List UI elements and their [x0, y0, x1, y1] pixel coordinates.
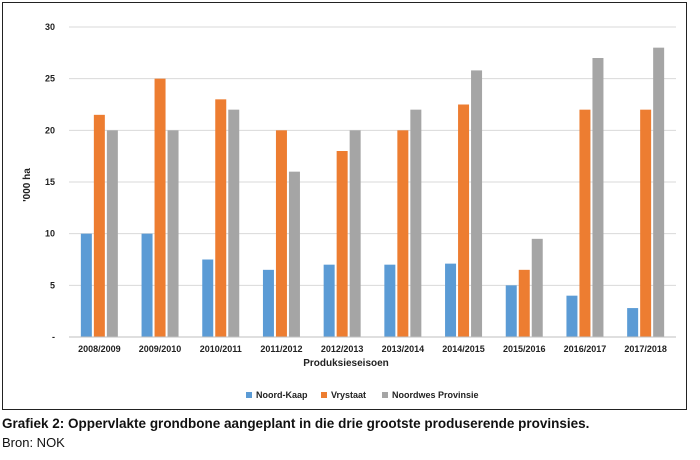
bar — [167, 130, 179, 337]
bar — [397, 130, 409, 337]
figure-caption: Grafiek 2: Oppervlakte grondbone aangepl… — [2, 416, 590, 431]
legend: Noord-Kaap Vrystaat Noordwes Provinsie — [246, 390, 479, 400]
bar — [262, 269, 274, 337]
bar — [202, 259, 214, 337]
y-tick-label: 25 — [45, 74, 55, 84]
y-tick-label: 10 — [45, 229, 55, 239]
x-tick-label: 2017/2018 — [624, 344, 667, 354]
x-tick-label: 2016/2017 — [564, 344, 607, 354]
x-tick-label: 2008/2009 — [78, 344, 121, 354]
bar — [579, 109, 591, 338]
bar — [80, 233, 92, 337]
y-tick-label: 5 — [50, 280, 55, 290]
x-axis-title: Produksieseisoen — [303, 358, 389, 369]
y-tick-label: 15 — [45, 177, 55, 187]
bars — [80, 47, 665, 338]
bar — [384, 264, 396, 337]
x-tick-label: 2012/2013 — [321, 344, 364, 354]
y-axis-title: '000 ha — [22, 168, 33, 202]
bar — [566, 295, 578, 337]
bar — [288, 171, 300, 337]
bar — [154, 78, 166, 338]
y-tick-label: - — [52, 332, 55, 342]
x-tick-label: 2014/2015 — [442, 344, 485, 354]
bar — [141, 233, 153, 337]
x-tick-label: 2015/2016 — [503, 344, 546, 354]
y-tick-label: 20 — [45, 125, 55, 135]
bar — [336, 151, 348, 337]
bar — [653, 47, 665, 338]
chart-frame: - 5 10 15 20 25 30 2008/2009 2009/2010 2010/2011 2… — [2, 2, 687, 410]
legend-label: Noordwes Provinsie — [392, 390, 479, 400]
bar — [627, 308, 639, 337]
legend-swatch — [246, 392, 252, 398]
bar — [458, 104, 470, 337]
y-tick-label: 30 — [45, 22, 55, 32]
bar — [349, 130, 361, 337]
bar — [323, 264, 335, 337]
x-tick-label: 2011/2012 — [260, 344, 302, 354]
bar — [93, 114, 105, 337]
legend-swatch — [321, 392, 327, 398]
bar — [275, 130, 287, 337]
bar — [410, 109, 422, 338]
bar — [518, 269, 530, 337]
x-tick-label: 2013/2014 — [382, 344, 425, 354]
bar — [640, 109, 652, 338]
bar — [471, 70, 483, 338]
x-tick-label: 2009/2010 — [139, 344, 182, 354]
bar — [215, 99, 227, 337]
legend-label: Vrystaat — [331, 390, 366, 400]
legend-swatch — [382, 392, 388, 398]
bar — [592, 58, 604, 337]
x-tick-label: 2010/2011 — [200, 344, 242, 354]
legend-label: Noord-Kaap — [256, 390, 308, 400]
figure-source: Bron: NOK — [2, 435, 65, 450]
bar — [505, 285, 517, 337]
bar — [106, 130, 118, 337]
bar — [445, 263, 457, 337]
bar — [228, 109, 240, 338]
bar-chart: - 5 10 15 20 25 30 2008/2009 2009/2010 2010/2011 2… — [22, 22, 676, 400]
axes: - 5 10 15 20 25 30 2008/2009 2009/2010 2010/2011 2… — [45, 22, 676, 354]
bar — [531, 238, 543, 337]
